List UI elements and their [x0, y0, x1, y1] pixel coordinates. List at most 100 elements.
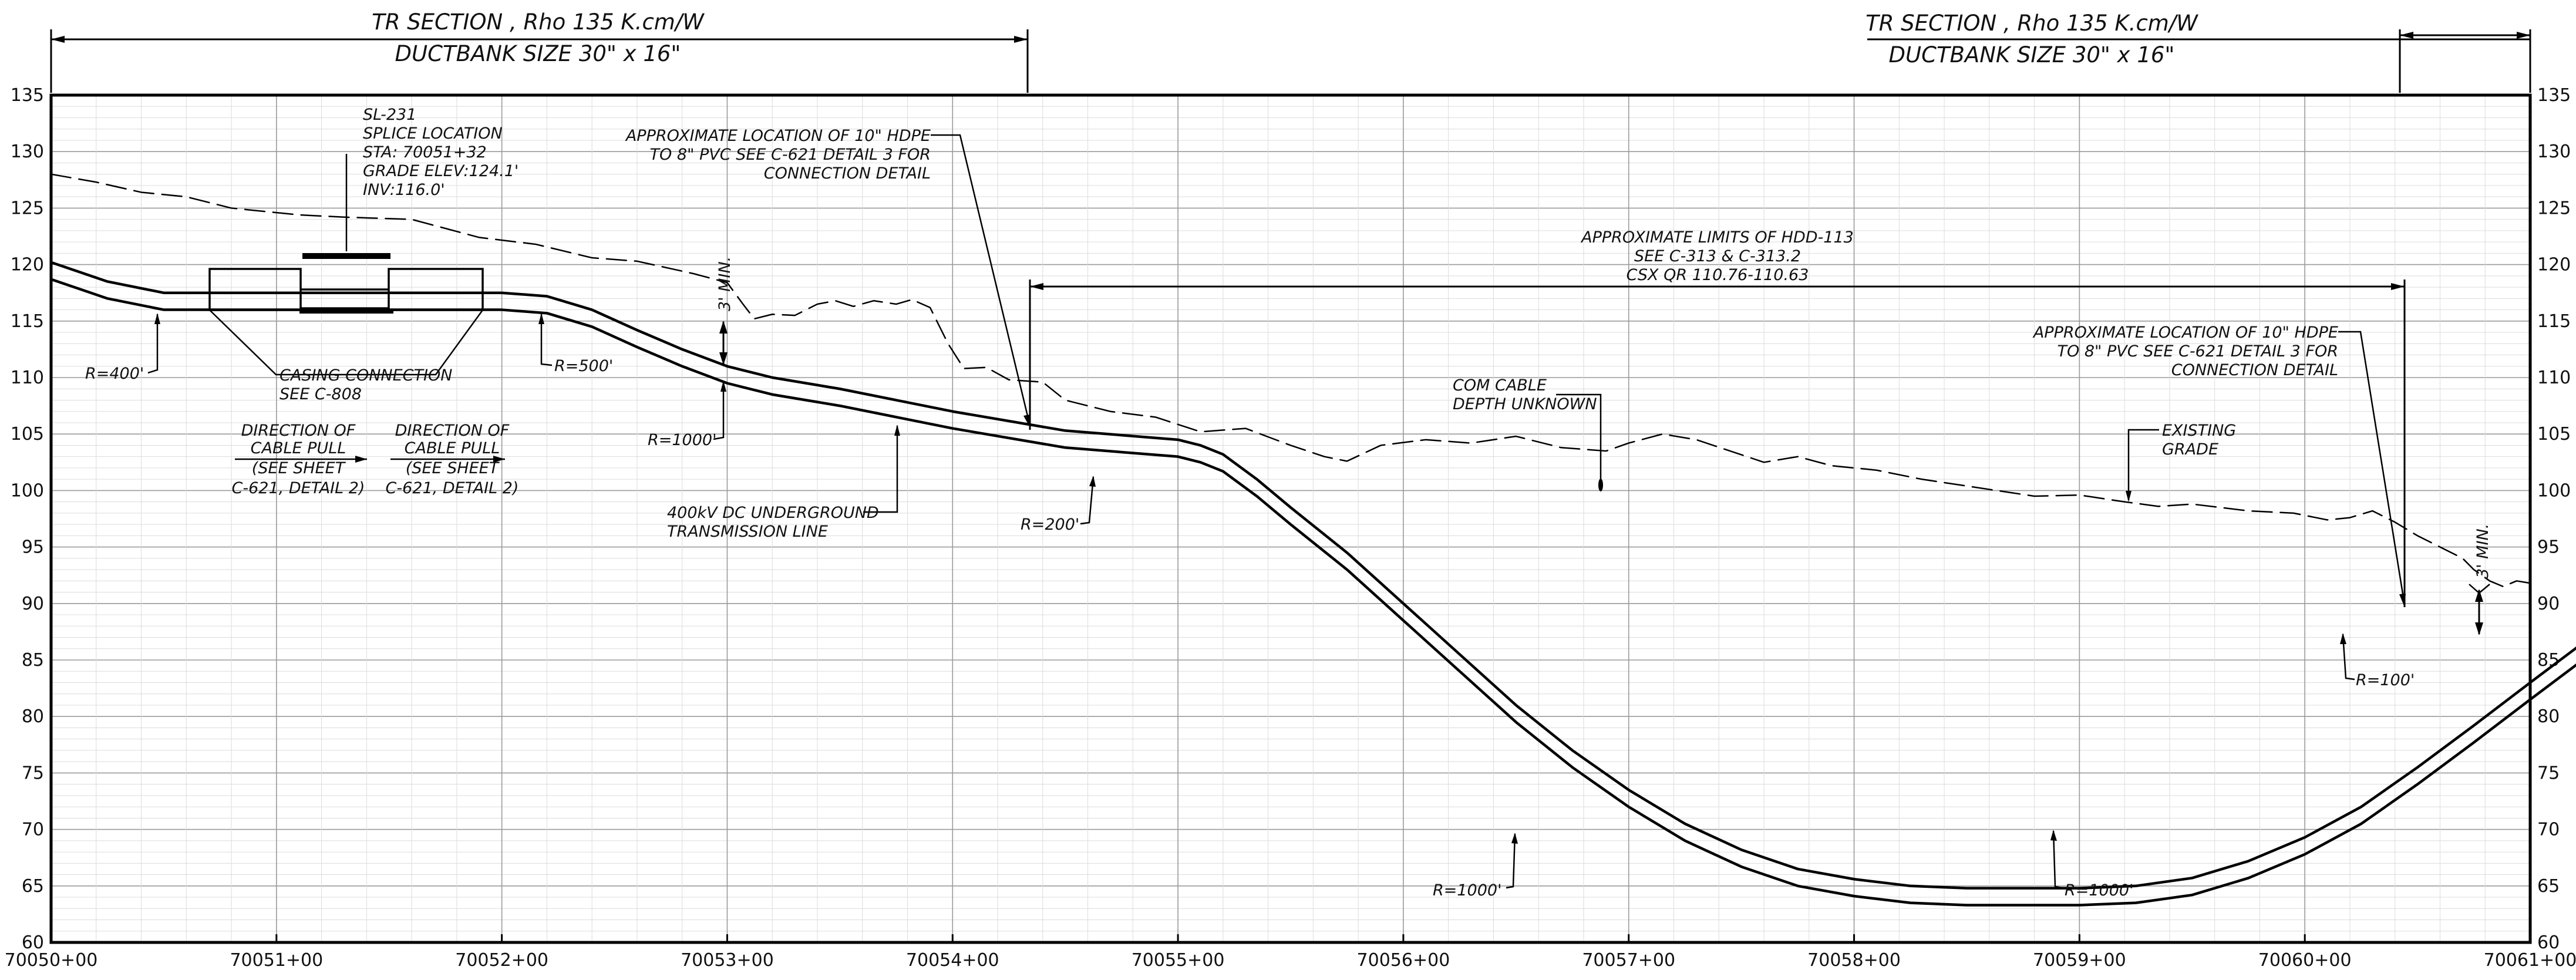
hdd-limits: APPROXIMATE LIMITS OF HDD-113 SEE C-313 …	[1029, 228, 2406, 607]
y-tick-label-right: 85	[2537, 650, 2560, 671]
existing-grade-label: EXISTING GRADE	[2126, 422, 2236, 502]
cable-pull-right: DIRECTION OF CABLE PULL (SEE SHEET C-621…	[386, 422, 519, 497]
y-tick-label-left: 115	[11, 311, 44, 332]
existing-grade-line	[50, 173, 2531, 588]
svg-text:CONNECTION DETAIL: CONNECTION DETAIL	[2171, 361, 2338, 379]
y-tick-label-left: 105	[11, 424, 44, 444]
y-tick-label-left: 120	[11, 255, 44, 275]
svg-text:SL-231: SL-231	[363, 106, 416, 124]
y-tick-label-left: 70	[22, 820, 44, 840]
svg-text:APPROXIMATE LIMITS OF HDD-113: APPROXIMATE LIMITS OF HDD-113	[1580, 228, 1854, 247]
y-tick-label-left: 75	[22, 763, 44, 783]
svg-text:APPROXIMATE LOCATION OF 10" HD: APPROXIMATE LOCATION OF 10" HDPE	[625, 127, 931, 145]
y-tick-label-right: 80	[2537, 706, 2560, 727]
y-tick-label-right: 105	[2537, 424, 2571, 444]
svg-text:CABLE PULL: CABLE PULL	[405, 439, 500, 457]
svg-text:DEPTH UNKNOWN: DEPTH UNKNOWN	[1453, 395, 1597, 413]
svg-text:400kV DC UNDERGROUND: 400kV DC UNDERGROUND	[667, 504, 879, 522]
y-tick-label-left: 65	[22, 876, 44, 897]
section-subtitle-right: DUCTBANK SIZE 30" x 16"	[1889, 42, 2175, 68]
svg-text:SEE C-808: SEE C-808	[280, 385, 362, 403]
radius-r500: R=500'	[538, 313, 613, 375]
svg-text:DIRECTION OF: DIRECTION OF	[395, 422, 510, 440]
radius-r1000-a: R=1000'	[648, 380, 726, 449]
com-cable: COM CABLE DEPTH UNKNOWN	[1453, 376, 1603, 491]
y-tick-label-right: 70	[2537, 820, 2560, 840]
y-tick-label-left: 125	[11, 198, 44, 218]
duct-bank-line-1	[49, 261, 2576, 890]
com-cable-marker	[1598, 479, 1603, 491]
x-axis: 70050+00 70051+00 70052+00 70053+00 70054+00…	[5, 934, 2576, 971]
y-tick-label-left: 80	[22, 706, 44, 727]
svg-text:(SEE SHEET: (SEE SHEET	[252, 459, 346, 477]
svg-text:R=500': R=500'	[554, 357, 613, 375]
y-tick-label-right: 110	[2537, 368, 2571, 388]
y-tick-label-right: 95	[2537, 537, 2560, 558]
casing-label: CASING CONNECTION SEE C-808	[209, 309, 484, 403]
y-tick-label-left: 135	[11, 85, 44, 106]
splice-marker-lower	[299, 309, 393, 314]
svg-text:TRANSMISSION LINE: TRANSMISSION LINE	[667, 523, 828, 541]
x-tick-label: 70059+00	[2033, 950, 2126, 971]
svg-text:GRADE ELEV:124.1': GRADE ELEV:124.1'	[363, 162, 518, 180]
x-tick-label: 70052+00	[455, 950, 548, 971]
y-tick-label-left: 90	[22, 594, 44, 614]
x-tick-label: 70057+00	[1582, 950, 1675, 971]
y-tick-label-left: 110	[11, 368, 44, 388]
transmission-line-label: 400kV DC UNDERGROUND TRANSMISSION LINE	[667, 425, 900, 541]
svg-text:EXISTING: EXISTING	[2162, 422, 2236, 440]
svg-text:C-621, DETAIL 2): C-621, DETAIL 2)	[232, 479, 365, 497]
svg-text:(SEE SHEET: (SEE SHEET	[406, 459, 500, 477]
section-header-right: TR SECTION , Rho 135 K.cm/W DUCTBANK SIZ…	[1866, 11, 2531, 93]
y-tick-label-right: 65	[2537, 876, 2560, 897]
svg-text:R=400': R=400'	[85, 365, 144, 383]
x-tick-label: 70051+00	[230, 950, 323, 971]
svg-text:3' MIN.: 3' MIN.	[716, 257, 734, 311]
x-tick-label: 70060+00	[2258, 950, 2352, 971]
radius-r1000-b: R=1000'	[1433, 833, 1518, 900]
x-tick-label: 70055+00	[1132, 950, 1225, 971]
y-tick-label-right: 125	[2537, 198, 2571, 218]
section-title-left: TR SECTION , Rho 135 K.cm/W	[372, 9, 705, 35]
y-axis-right: 60 65 70 75 80 85 90 95 100 105 110 115 120 125 130 135	[2537, 85, 2571, 953]
y-tick-label-right: 100	[2537, 480, 2571, 501]
hdpe-note-right: APPROXIMATE LOCATION OF 10" HDPE TO 8" P…	[2032, 324, 2406, 607]
x-tick-label: 70056+00	[1357, 950, 1450, 971]
x-tick-label: 70053+00	[681, 950, 774, 971]
y-tick-label-right: 75	[2537, 763, 2560, 783]
y-tick-label-right: 90	[2537, 594, 2560, 614]
y-axis-left: 60 65 70 75 80 85 90 95 100 105 110 115 120 125 130 135	[11, 85, 44, 953]
casing-boxes	[208, 268, 484, 311]
svg-text:COM CABLE: COM CABLE	[1453, 376, 1547, 395]
x-tick-label: 70050+00	[5, 950, 98, 971]
x-tick-label: 70058+00	[1807, 950, 1901, 971]
y-tick-label-right: 115	[2537, 311, 2571, 332]
y-tick-label-left: 100	[11, 480, 44, 501]
section-header-left: TR SECTION , Rho 135 K.cm/W DUCTBANK SIZ…	[50, 9, 1029, 93]
svg-text:TO 8" PVC SEE C-621 DETAIL 3 F: TO 8" PVC SEE C-621 DETAIL 3 FOR	[650, 146, 931, 164]
svg-text:R=200': R=200'	[1021, 516, 1079, 534]
svg-text:SEE C-313 & C-313.2: SEE C-313 & C-313.2	[1634, 247, 1801, 265]
radius-r400: R=400'	[85, 313, 160, 383]
svg-text:SPLICE LOCATION: SPLICE LOCATION	[363, 124, 503, 143]
svg-text:R=1000': R=1000'	[1433, 881, 1502, 900]
duct-bank-line-2	[49, 278, 2576, 907]
y-tick-label-right: 60	[2537, 932, 2560, 953]
section-title-right: TR SECTION , Rho 135 K.cm/W	[1866, 11, 2198, 36]
min-clearance-a: 3' MIN.	[716, 257, 734, 365]
svg-text:GRADE: GRADE	[2162, 440, 2218, 459]
cable-pull-left: DIRECTION OF CABLE PULL (SEE SHEET C-621…	[232, 422, 367, 497]
splice-marker	[302, 253, 390, 259]
hdpe-note-left: APPROXIMATE LOCATION OF 10" HDPE TO 8" P…	[625, 127, 1031, 427]
radius-r1000-c: R=1000'	[2050, 830, 2134, 900]
svg-text:R=1000': R=1000'	[648, 431, 717, 449]
svg-text:INV:116.0': INV:116.0'	[363, 181, 445, 199]
svg-text:STA: 70051+32: STA: 70051+32	[363, 143, 487, 161]
svg-text:CONNECTION DETAIL: CONNECTION DETAIL	[764, 164, 931, 183]
x-tick-label: 70054+00	[906, 950, 999, 971]
svg-text:R=1000': R=1000'	[2065, 881, 2134, 900]
section-subtitle-left: DUCTBANK SIZE 30" x 16"	[395, 41, 681, 66]
grid-lines	[50, 95, 2531, 943]
splice-label: SL-231 SPLICE LOCATION STA: 70051+32 GRA…	[363, 106, 518, 199]
